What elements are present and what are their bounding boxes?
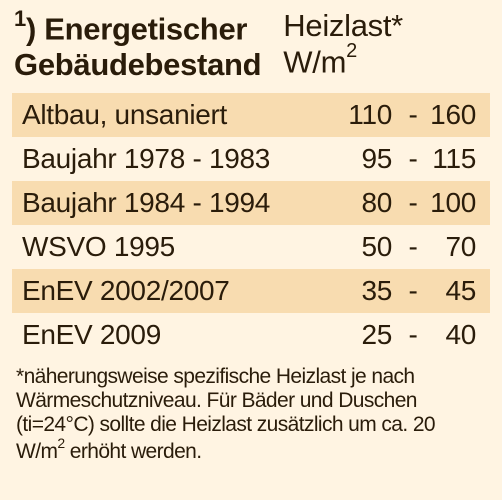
header-title-line-2: Gebäudebestand [14, 47, 261, 83]
row-max: 45 [428, 269, 490, 313]
row-dash: - [398, 137, 428, 181]
table-row: WSVO 199550-70 [12, 225, 490, 269]
table-header: 1) Energetischer Gebäudebestand Heizlast… [12, 8, 490, 93]
unit-prefix: W/m [283, 44, 346, 79]
row-dash: - [398, 225, 428, 269]
table-row: EnEV 2002/200735-45 [12, 269, 490, 313]
title-text-1: Energetischer [44, 11, 247, 46]
row-label: Baujahr 1984 - 1994 [12, 181, 336, 225]
row-min: 25 [336, 313, 398, 357]
row-label: Altbau, unsaniert [12, 93, 336, 137]
row-min: 80 [336, 181, 398, 225]
heizlast-label: Heizlast* [283, 8, 488, 44]
row-label: EnEV 2009 [12, 313, 336, 357]
row-max: 160 [428, 93, 490, 137]
footnote-marker-1: 1 [14, 6, 26, 31]
row-max: 115 [428, 137, 490, 181]
row-dash: - [398, 313, 428, 357]
row-dash: - [398, 269, 428, 313]
footnote-text: *näherungsweise spezifische Heizlast je … [12, 357, 490, 465]
table-row: Altbau, unsaniert110-160 [12, 93, 490, 137]
row-max: 40 [428, 313, 490, 357]
header-value-block: Heizlast* W/m2 [279, 8, 488, 80]
row-label: EnEV 2002/2007 [12, 269, 336, 313]
table-row: EnEV 200925-40 [12, 313, 490, 357]
header-title-line-1: 1) Energetischer [14, 8, 261, 47]
row-max: 100 [428, 181, 490, 225]
table-row: Baujahr 1984 - 199480-100 [12, 181, 490, 225]
row-min: 95 [336, 137, 398, 181]
table-row: Baujahr 1978 - 198395-115 [12, 137, 490, 181]
footnote-part2: erhöht werden. [65, 440, 202, 463]
heizlast-unit: W/m2 [283, 44, 488, 80]
row-dash: - [398, 181, 428, 225]
row-min: 50 [336, 225, 398, 269]
row-label: WSVO 1995 [12, 225, 336, 269]
header-title-block: 1) Energetischer Gebäudebestand [14, 8, 261, 83]
row-min: 35 [336, 269, 398, 313]
heizlast-table: Altbau, unsaniert110-160Baujahr 1978 - 1… [12, 93, 490, 357]
row-max: 70 [428, 225, 490, 269]
heizlast-card: 1) Energetischer Gebäudebestand Heizlast… [0, 0, 502, 500]
footnote-exponent: 2 [57, 435, 64, 451]
row-dash: - [398, 93, 428, 137]
unit-exponent: 2 [346, 40, 357, 62]
row-label: Baujahr 1978 - 1983 [12, 137, 336, 181]
row-min: 110 [336, 93, 398, 137]
closing-paren: ) [26, 11, 36, 46]
